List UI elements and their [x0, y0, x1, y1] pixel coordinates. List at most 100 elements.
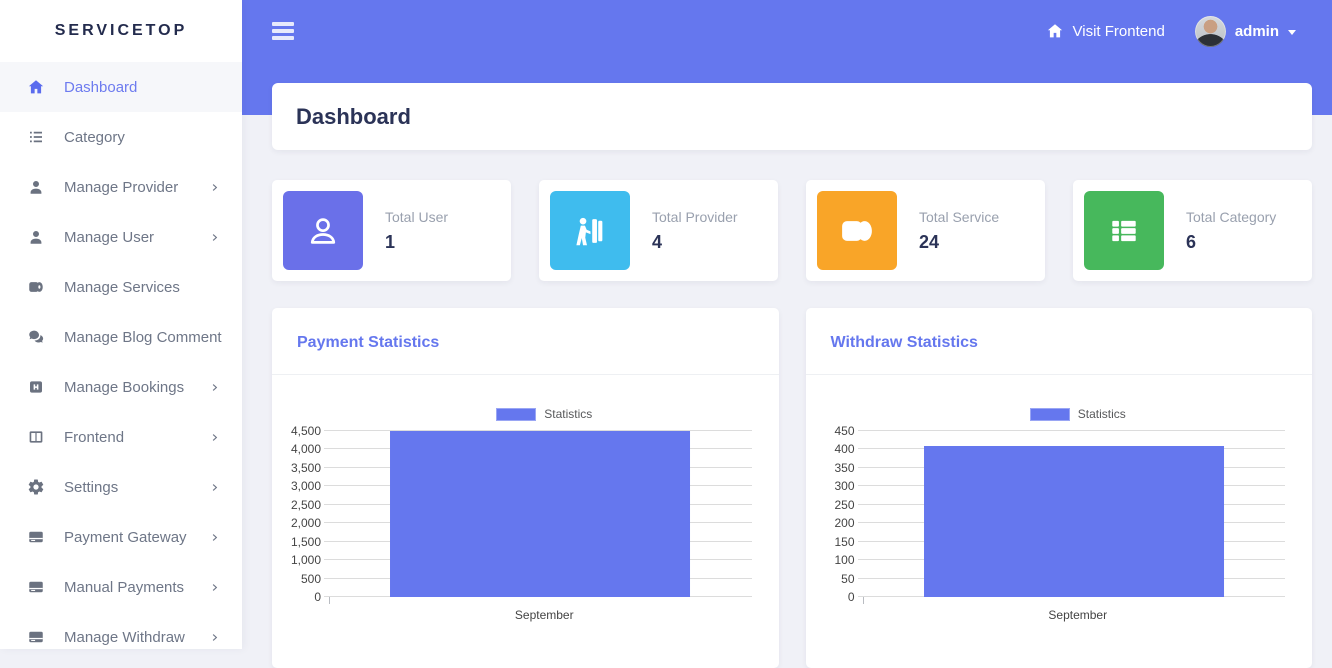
stats-row: Total User 1 Total Provider 4 Total Service 2… [272, 180, 1312, 281]
chart-bar[interactable] [923, 445, 1224, 597]
credit-card-icon [26, 528, 45, 547]
sidebar-item-manage-withdraw[interactable]: Manage Withdraw [0, 612, 242, 662]
y-axis: 0 50 100 150 200 250 300 350 400 450 [806, 424, 863, 604]
list-icon [26, 128, 45, 147]
sidebar-item-manage-provider[interactable]: Manage Provider [0, 162, 242, 212]
page-title: Dashboard [296, 103, 411, 129]
y-tick-label: 100 [834, 553, 855, 568]
withdraw-chart-title: Withdraw Statistics [805, 308, 1312, 375]
stat-label: Total Category [1186, 208, 1277, 225]
sidebar-item-label: Frontend [64, 428, 125, 446]
stat-category-icon [1084, 191, 1164, 270]
sidebar-item-payment-gateway[interactable]: Payment Gateway [0, 512, 242, 562]
y-tick-label: 2,000 [290, 516, 321, 531]
sidebar-item-manage-bookings[interactable]: Manage Bookings [0, 362, 242, 412]
stat-card-total-category: Total Category 6 [1073, 180, 1312, 281]
sidebar-item-dashboard[interactable]: Dashboard [0, 62, 242, 112]
chart-bar[interactable] [390, 431, 691, 597]
chart-plot [324, 430, 752, 604]
y-tick-label: 0 [847, 590, 855, 604]
y-tick-label: 3,500 [290, 460, 321, 475]
gear-icon [26, 478, 45, 497]
booking-icon [26, 378, 45, 397]
y-tick-label: 2,500 [290, 497, 321, 512]
sidebar-item-manage-blog-comment[interactable]: Manage Blog Comment [0, 312, 242, 362]
sidebar-item-label: Manage Bookings [64, 378, 185, 396]
sidebar-item-manage-services[interactable]: Manage Services [0, 262, 242, 312]
stat-label: Total Provider [652, 208, 738, 225]
y-tick-label: 150 [834, 534, 855, 549]
withdraw-chart: Statistics 0 50 100 150 200 250 300 350 400 450 Sep… [806, 375, 1313, 668]
sidebar-item-label: Manage Provider [64, 178, 179, 196]
gridline [324, 430, 752, 431]
y-tick-label: 1,000 [290, 553, 321, 568]
chart-legend: Statistics [806, 407, 1286, 421]
chevron-right-icon [209, 531, 222, 544]
y-tick-label: 4,000 [290, 442, 321, 457]
sidebar-item-frontend[interactable]: Frontend [0, 412, 242, 462]
y-tick-label: 450 [834, 424, 855, 438]
chevron-right-icon [209, 481, 222, 494]
legend-label: Statistics [1077, 407, 1126, 421]
stat-provider-icon [550, 191, 630, 270]
user-icon [26, 228, 45, 247]
stat-value: 24 [919, 231, 940, 252]
stat-card-total-service: Total Service 24 [806, 180, 1045, 281]
sidebar-item-settings[interactable]: Settings [0, 462, 242, 512]
legend-swatch [1029, 407, 1070, 421]
topbar: Visit Frontend admin [242, 0, 1332, 62]
hamburger-menu-button[interactable] [270, 18, 296, 44]
stat-info: Total Provider 4 [652, 209, 738, 253]
sidebar-item-manual-payments[interactable]: Manual Payments [0, 562, 242, 612]
chart-plot-area: 0 500 1,000 1,500 2,000 2,500 3,000 3,500 4,000 4… [272, 424, 752, 604]
charts-row: Payment Statistics Statistics 0 500 1,000 1,… [272, 308, 1312, 668]
credit-card-icon [26, 578, 45, 597]
stat-label: Total User [385, 208, 449, 225]
topbar-right: Visit Frontend admin [1046, 15, 1296, 47]
x-axis-label: September [1048, 608, 1108, 622]
sidebar-item-label: Manage Blog Comment [64, 328, 222, 346]
visit-frontend-label: Visit Frontend [1072, 22, 1165, 40]
stat-value: 1 [385, 231, 396, 252]
user-icon [26, 178, 45, 197]
stat-user-icon [283, 191, 363, 270]
chart-legend: Statistics [272, 407, 752, 421]
sidebar-item-label: Category [64, 128, 125, 146]
withdraw-statistics-card: Withdraw Statistics Statistics 0 50 100 150 2… [805, 308, 1313, 668]
user-dropdown[interactable]: admin [1194, 15, 1296, 47]
y-axis: 0 500 1,000 1,500 2,000 2,500 3,000 3,500 4,000 4… [272, 424, 329, 604]
stat-card-total-provider: Total Provider 4 [539, 180, 778, 281]
chevron-right-icon [209, 581, 222, 594]
comments-icon [26, 328, 45, 347]
home-icon [26, 78, 45, 97]
chevron-right-icon [209, 381, 222, 394]
stat-value: 6 [1186, 231, 1197, 252]
app-logo: SERVICETOP [54, 22, 188, 39]
stat-info: Total Category 6 [1186, 209, 1276, 253]
sidebar-item-category[interactable]: Category [0, 112, 242, 162]
sidebar-item-label: Dashboard [64, 78, 138, 96]
payment-statistics-card: Payment Statistics Statistics 0 500 1,000 1,… [272, 308, 779, 668]
stat-info: Total Service 24 [919, 209, 999, 253]
main-area: Visit Frontend admin Dashboard Total Use… [242, 0, 1332, 668]
x-axis-label: September [514, 608, 574, 622]
username: admin [1234, 22, 1279, 40]
sidebar-menu: Dashboard Category Manage Provider Manage U… [0, 62, 242, 662]
y-tick-label: 3,000 [290, 479, 321, 494]
sidebar-item-manage-user[interactable]: Manage User [0, 212, 242, 262]
sidebar-item-label: Manual Payments [64, 578, 185, 596]
stat-card-total-user: Total User 1 [272, 180, 511, 281]
sidebar: SERVICETOP Dashboard Category Manage Provi… [0, 0, 242, 649]
page-title-card: Dashboard [272, 83, 1312, 150]
y-tick-label: 400 [834, 442, 855, 457]
chevron-right-icon [209, 631, 222, 644]
chart-plot-area: 0 50 100 150 200 250 300 350 400 450 [806, 424, 1285, 604]
visit-frontend-link[interactable]: Visit Frontend [1046, 22, 1165, 40]
caret-down-icon [1288, 29, 1296, 35]
y-tick-label: 500 [300, 571, 321, 586]
y-tick-label: 0 [314, 590, 321, 604]
columns-icon [26, 428, 45, 447]
sidebar-item-label: Manage Withdraw [64, 628, 185, 646]
legend-label: Statistics [544, 407, 593, 421]
payment-chart-title: Payment Statistics [272, 308, 779, 375]
